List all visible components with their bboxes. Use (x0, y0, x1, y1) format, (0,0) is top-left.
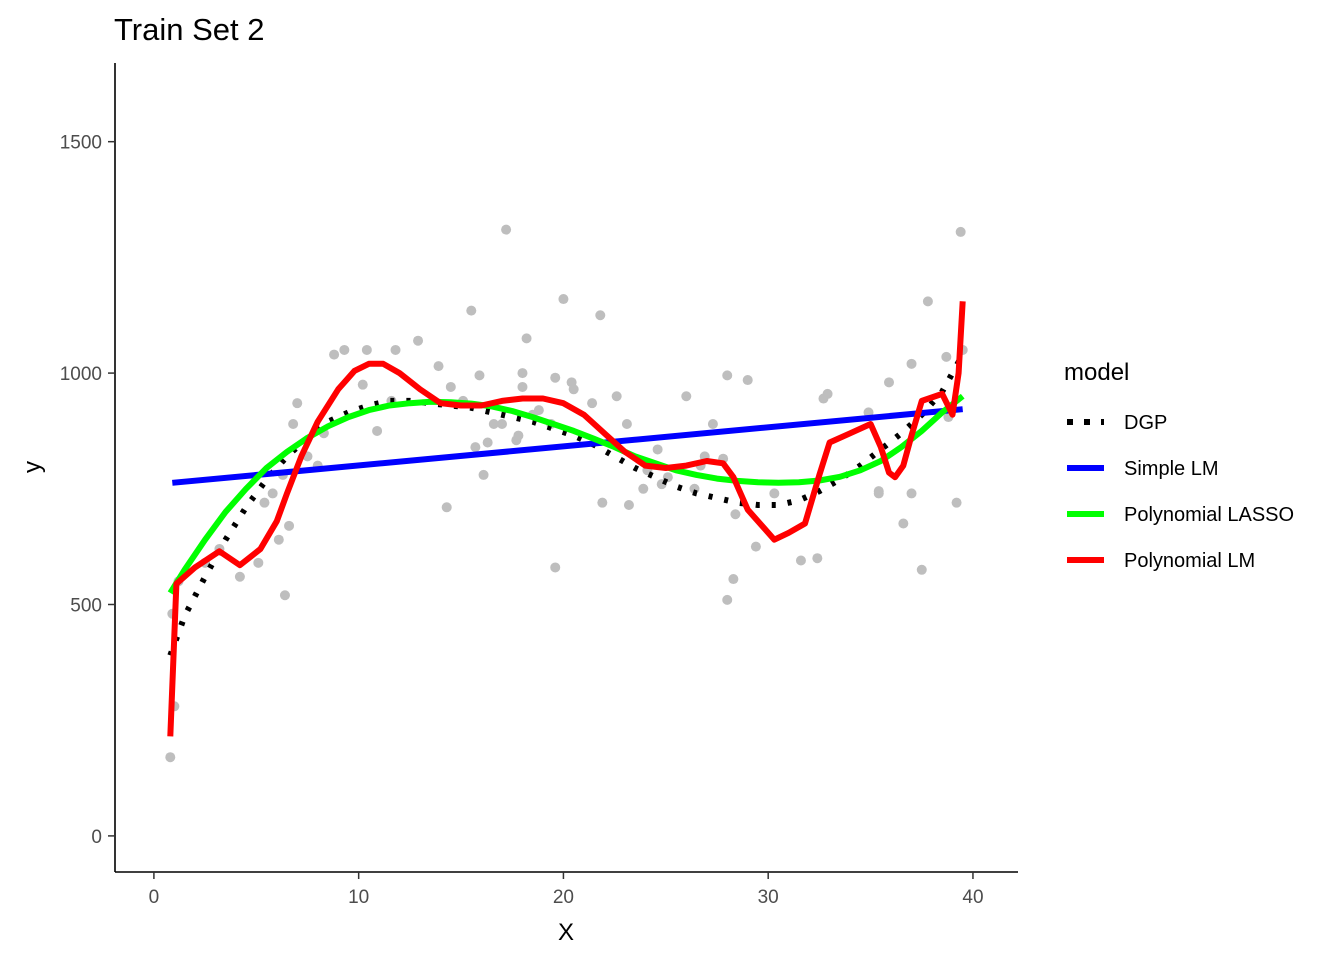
legend-label: Polynomial LM (1124, 550, 1255, 572)
data-point (898, 518, 909, 529)
data-point (482, 437, 493, 448)
data-point (445, 381, 456, 392)
x-tick-label: 10 (348, 887, 369, 908)
data-point (750, 541, 761, 552)
data-point (497, 418, 507, 429)
legend-label: Simple LM (1124, 458, 1218, 480)
data-point (361, 344, 372, 355)
data-point (517, 368, 528, 379)
data-point (730, 509, 741, 520)
data-point (812, 553, 823, 564)
data-point (955, 226, 966, 237)
data-point (550, 562, 561, 573)
data-point (568, 384, 579, 395)
series-line-polynomial-lasso (167, 393, 965, 595)
data-point (922, 296, 933, 307)
data-point (623, 499, 634, 510)
data-point (742, 375, 753, 386)
x-tick-label: 20 (553, 887, 574, 908)
data-point (906, 488, 917, 499)
data-point (372, 425, 383, 436)
x-tick-label: 0 (149, 887, 160, 908)
data-point (284, 520, 295, 531)
data-point (329, 349, 340, 360)
data-point (390, 344, 401, 355)
chart-title: Train Set 2 (114, 12, 264, 47)
data-point (533, 405, 544, 416)
data-point (259, 497, 270, 508)
x-tick-label: 30 (758, 887, 779, 908)
series-line-simple-lm (172, 406, 963, 486)
data-point (728, 574, 739, 585)
x-axis-label: X (558, 919, 574, 946)
legend: model DGP Simple LM Polynomial LASSO Polyno… (1064, 359, 1294, 572)
series-line-dgp (167, 353, 966, 657)
y-axis-ticks: 0 500 1000 1500 (60, 133, 115, 848)
data-point (722, 594, 733, 605)
data-point (470, 442, 481, 453)
data-point (513, 430, 524, 441)
legend-label: Polynomial LASSO (1124, 504, 1294, 526)
data-point (441, 502, 452, 513)
data-point (822, 388, 833, 399)
data-point (906, 358, 917, 369)
data-point (165, 752, 176, 763)
data-point (621, 418, 632, 429)
x-tick-label: 40 (962, 887, 983, 908)
y-axis-label: y (19, 461, 46, 473)
data-point (253, 557, 264, 568)
x-axis-ticks: 0 10 20 30 40 (149, 872, 984, 908)
data-point (279, 590, 290, 601)
data-point (357, 379, 368, 390)
data-point (587, 398, 598, 409)
data-point (769, 488, 780, 499)
y-tick-label: 500 (70, 595, 102, 616)
data-point (611, 391, 622, 402)
data-point (339, 344, 350, 355)
data-point (433, 361, 444, 372)
data-point (916, 564, 927, 575)
data-point (795, 555, 806, 566)
data-point (873, 486, 884, 497)
series-line-polynomial-lm (167, 301, 966, 737)
data-point (478, 469, 489, 480)
data-point (681, 391, 692, 402)
data-point (652, 444, 663, 455)
data-point (550, 372, 561, 383)
data-point (558, 294, 569, 305)
data-point (501, 224, 512, 235)
data-point (941, 351, 952, 362)
data-point (488, 418, 499, 429)
data-point (267, 488, 278, 499)
data-point (722, 370, 733, 381)
data-point (521, 333, 532, 344)
data-point (413, 335, 424, 346)
data-point (292, 398, 303, 409)
data-point (884, 377, 894, 388)
data-point (466, 305, 477, 316)
legend-label: DGP (1124, 412, 1167, 434)
legend-title: model (1064, 359, 1129, 386)
data-point (474, 370, 485, 381)
data-point (234, 571, 245, 582)
legend-entries: DGP Simple LM Polynomial LASSO Polynomial L… (1067, 412, 1294, 572)
data-point (707, 418, 718, 429)
data-point (597, 497, 608, 508)
data-point (517, 381, 528, 392)
data-point (638, 483, 649, 494)
y-tick-label: 1000 (60, 364, 102, 385)
data-point (595, 310, 606, 321)
data-point (288, 418, 299, 429)
y-tick-label: 0 (91, 827, 102, 848)
data-point (951, 497, 962, 508)
data-point (273, 534, 284, 545)
series-lines (167, 301, 966, 737)
y-tick-label: 1500 (60, 133, 102, 154)
